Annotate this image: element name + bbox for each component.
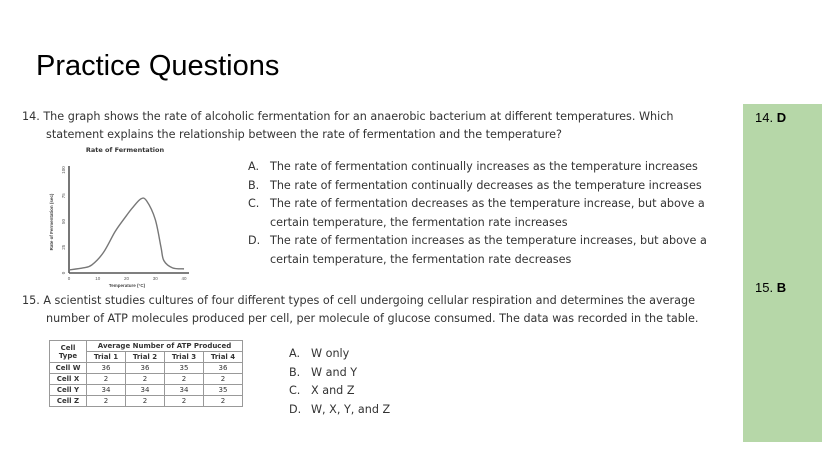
y-tick-label: 50 [61,219,66,225]
option-text: X and Z [311,384,355,397]
answer-option: A. W only [289,345,511,364]
table-cell: 36 [203,362,243,374]
question-15-line2: number of ATP molecules produced per cel… [46,312,699,325]
fermentation-curve [68,197,185,271]
x-tick-label: 40 [181,276,187,281]
option-text: The rate of fermentation continually dec… [270,178,702,192]
answer-number: 14. [755,110,774,125]
chart-title: Rate of Fermentation [86,146,165,154]
option-text: W and Y [311,365,358,379]
table-cell: 36 [86,362,126,374]
table-cell: 35 [203,384,243,396]
question-15: 15. A scientist studies cultures of four… [22,292,747,328]
answer-letter: D [776,110,787,125]
table-cell: 2 [125,373,165,385]
answer-option: A. The rate of fermentation continually i… [248,158,738,177]
answer-option: C. The rate of fermentation decreases as … [248,195,738,232]
y-tick-label: 25 [61,244,66,250]
table-corner-header: Cell Type [49,340,87,363]
option-letter: B. [248,178,260,192]
x-tick-label: 30 [153,276,159,281]
table-cell: 36 [125,362,165,374]
question-14: 14. The graph shows the rate of alcoholi… [22,108,737,144]
option-text: The rate of fermentation increases as th… [270,234,707,266]
answer-number: 15. [755,280,774,295]
column-header: Trial 1 [86,351,126,363]
option-text: W, X, Y, and Z [311,402,391,416]
question-15-line1: 15. A scientist studies cultures of four… [22,294,695,307]
question-14-options: A. The rate of fermentation continually i… [248,158,738,269]
table-cell: 34 [125,384,165,396]
row-label: Cell Z [49,395,87,407]
answer-option: D. W, X, Y, and Z [289,401,511,420]
y-tick-label: 75 [61,193,66,199]
option-letter: A. [248,160,260,173]
table-group-header: Average Number of ATP Produced [86,340,243,352]
option-text: The rate of fermentation continually inc… [270,160,698,173]
table-cell: 2 [86,373,126,385]
answer-panel: 14. D 15. B [743,104,822,442]
answer-letter: B [776,280,787,295]
y-tick-label: 0 [61,271,66,274]
option-text: The rate of fermentation decreases as th… [270,197,705,229]
table-row: Cell Y 34 34 34 35 [49,384,243,396]
row-label: Cell X [49,373,87,385]
row-label: Cell W [49,362,87,374]
answer-option: C. X and Z [289,382,511,401]
option-letter: B. [289,365,301,379]
answer-option: D. The rate of fermentation increases as … [248,232,738,269]
table-cell: 2 [164,395,204,407]
question-14-line2: statement explains the relationship betw… [46,128,562,141]
row-label: Cell Y [49,384,87,396]
table-cell: 2 [203,395,243,407]
table-cell: 34 [86,384,126,396]
x-tick-label: 0 [68,276,71,281]
table-cell: 2 [164,373,204,385]
table-cell: 34 [164,384,204,396]
option-letter: C. [248,197,260,210]
table-row: Cell W 36 36 35 36 [49,362,243,374]
answer-option: B. W and Y [289,364,511,383]
table-cell: 2 [86,395,126,407]
y-axis-label: Rate of Fermentation (sec) [49,193,54,250]
column-header: Trial 4 [203,351,243,363]
question-15-options: A. W only B. W and Y C. X and Z D. W, X, Y, and… [289,345,511,419]
x-axis-label: Temperature (°C) [109,283,146,288]
answer-option: B. The rate of fermentation continually d… [248,177,738,196]
question-14-line1: 14. The graph shows the rate of alcoholi… [22,110,674,123]
option-letter: A. [289,347,301,360]
table-cell: 35 [164,362,204,374]
table-cell: 2 [125,395,165,407]
option-letter: C. [289,384,301,397]
option-letter: D. [248,234,261,247]
x-tick-label: 20 [124,276,130,281]
option-text: W only [311,347,350,360]
answer-14: 14. D [755,110,786,125]
table-cell: 2 [203,373,243,385]
fermentation-chart: Rate of Fermentation 0 10 20 30 40 0 25 50 75 100… [49,146,189,288]
slide-title: Practice Questions [36,50,280,82]
option-letter: D. [289,402,302,416]
x-tick-label: 10 [95,276,101,281]
answer-15: 15. B [755,280,786,295]
column-header: Trial 2 [125,351,165,363]
atp-table: Cell Type Average Number of ATP Produced… [49,340,243,407]
y-tick-label: 100 [61,166,66,174]
column-header: Trial 3 [164,351,204,363]
